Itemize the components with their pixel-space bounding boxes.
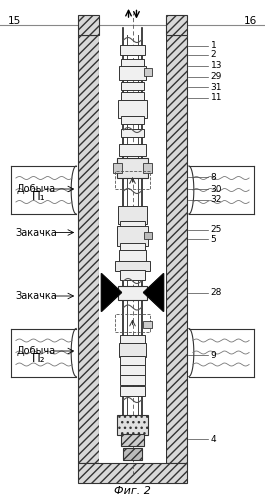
Bar [78,15,99,35]
Text: 4: 4 [211,434,216,444]
Bar [114,314,151,332]
Bar [121,116,144,124]
Bar [144,232,152,239]
Bar [120,242,145,252]
Bar [99,35,166,462]
Bar [120,270,145,280]
Bar [117,226,148,246]
Text: 15: 15 [8,16,21,26]
Text: Закачка: Закачка [15,291,57,301]
Bar [78,462,187,482]
Bar [166,35,187,462]
Text: 30: 30 [211,184,222,194]
Bar [114,171,151,189]
Polygon shape [143,274,164,312]
Bar [121,434,144,446]
Text: 32: 32 [211,196,222,204]
Bar [118,286,147,300]
Text: Добыча: Добыча [16,346,55,356]
Text: 11: 11 [211,94,222,102]
Text: 28: 28 [211,288,222,297]
Bar [113,163,122,173]
Bar [118,343,147,357]
Bar [121,128,144,136]
Text: П₂: П₂ [32,352,45,365]
Text: 5: 5 [211,234,217,244]
Text: 31: 31 [211,82,222,92]
Bar [120,356,145,366]
Text: 9: 9 [211,350,217,360]
Text: 2: 2 [211,50,216,59]
Text: 16: 16 [244,16,257,26]
Bar [143,320,152,328]
Bar [120,386,145,396]
Bar [123,448,142,460]
Text: 1: 1 [211,42,217,50]
Bar [120,45,145,55]
Text: П₁: П₁ [32,190,45,203]
Bar [78,35,99,462]
Bar [121,58,144,66]
Bar [118,206,147,224]
Bar [118,250,147,264]
Text: 8: 8 [211,172,217,182]
Text: Закачка: Закачка [15,228,57,237]
Bar [121,92,144,100]
Text: 25: 25 [211,226,222,234]
Text: Фиг. 2: Фиг. 2 [114,486,151,496]
Bar [114,261,151,271]
Bar [118,66,147,80]
Bar [118,100,147,117]
Text: Добыча: Добыча [16,184,55,194]
Bar [120,335,145,345]
Bar [144,68,152,76]
Text: 13: 13 [211,62,222,70]
Bar [120,375,145,385]
Bar [121,82,144,90]
Bar [117,158,148,178]
Bar [143,163,152,173]
Bar [120,221,145,231]
Bar [120,365,145,375]
Polygon shape [101,274,122,312]
Bar [166,15,187,35]
Bar [118,144,147,156]
Bar [117,415,148,435]
Text: 29: 29 [211,72,222,81]
